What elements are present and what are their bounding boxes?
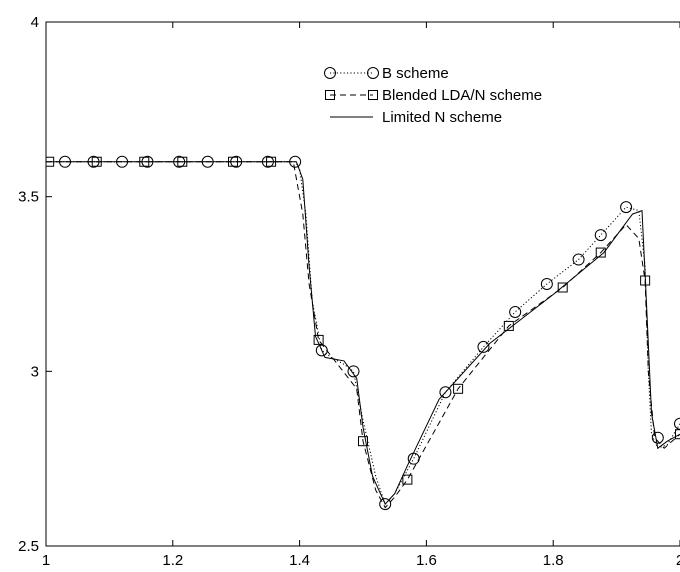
data-point [540,278,553,290]
data-point [595,247,606,258]
data-point [358,436,368,447]
series-line [46,161,680,506]
legend-marker [324,67,336,79]
series-line [46,161,680,506]
legend-marker [368,90,378,100]
data-point [620,201,633,214]
data-point [503,320,514,331]
x-tick-label: 1.8 [543,552,564,569]
x-tick-label: 1.2 [162,552,183,569]
series-2 [46,161,680,506]
data-point [651,431,664,444]
y-tick-label: 4 [31,14,39,31]
data-point [439,386,452,399]
y-tick-label: 3.5 [18,189,39,206]
axes: 1 1.2 1.4 1.6 1.8 2 2.5 3 3.5 4 [18,14,680,569]
data-point [594,229,607,242]
data-point [557,282,568,293]
x-tick-label: 1.4 [289,552,310,569]
legend-marker [325,90,335,100]
plot-frame [45,21,680,547]
data-point [674,417,680,430]
data-point [675,429,680,440]
data-point [402,474,413,485]
legend-label: Limited N scheme [382,109,502,126]
data-point [347,365,360,378]
y-tick-label: 2.5 [18,538,39,555]
series-1 [46,156,680,509]
data-point [407,452,420,465]
x-tick-label: 1 [42,552,50,569]
data-point [379,498,392,511]
data-point [572,253,585,266]
y-tick-label: 3 [31,363,39,380]
legend-label: B scheme [382,65,449,82]
series-line [46,161,680,509]
data-point [509,305,522,318]
legend-item: Blended LDA/N scheme [325,87,542,104]
legend-marker [367,67,379,79]
series-0 [46,155,680,511]
legend-item: Limited N scheme [330,109,502,126]
data-point [453,383,464,394]
x-tick-label: 1.6 [416,552,437,569]
legend: B scheme Blended LDA/N scheme Limited N sc… [324,65,542,126]
legend-label: Blended LDA/N scheme [382,87,542,104]
data-point [477,340,490,353]
legend-item: B scheme [324,65,449,82]
series-group [46,155,680,511]
x-tick-label: 2 [676,552,680,569]
